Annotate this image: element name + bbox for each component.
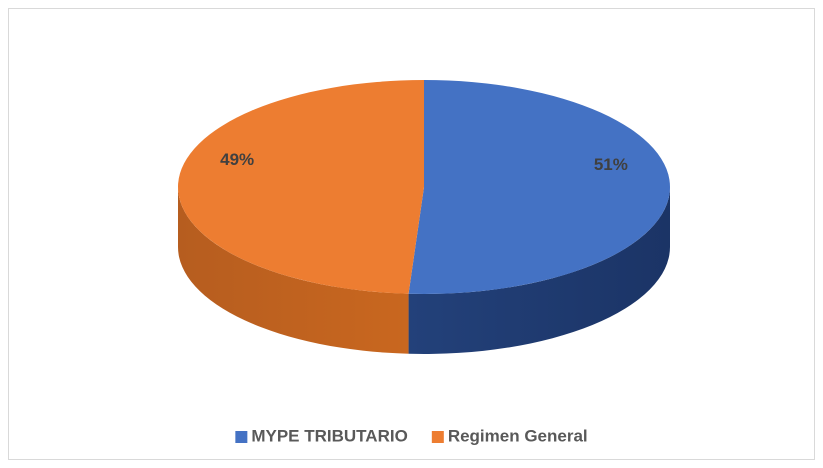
- data-label: 51%: [594, 155, 628, 174]
- slice: [408, 80, 671, 295]
- data-label: 49%: [220, 150, 254, 169]
- legend-label: MYPE TRIBUTARIO: [251, 426, 407, 445]
- slice-side: [408, 187, 670, 354]
- legend-swatch: [431, 431, 444, 443]
- slice: [178, 80, 424, 294]
- slice-side: [178, 187, 409, 354]
- legend-swatch: [235, 431, 248, 443]
- legend-label: Regimen General: [448, 426, 588, 445]
